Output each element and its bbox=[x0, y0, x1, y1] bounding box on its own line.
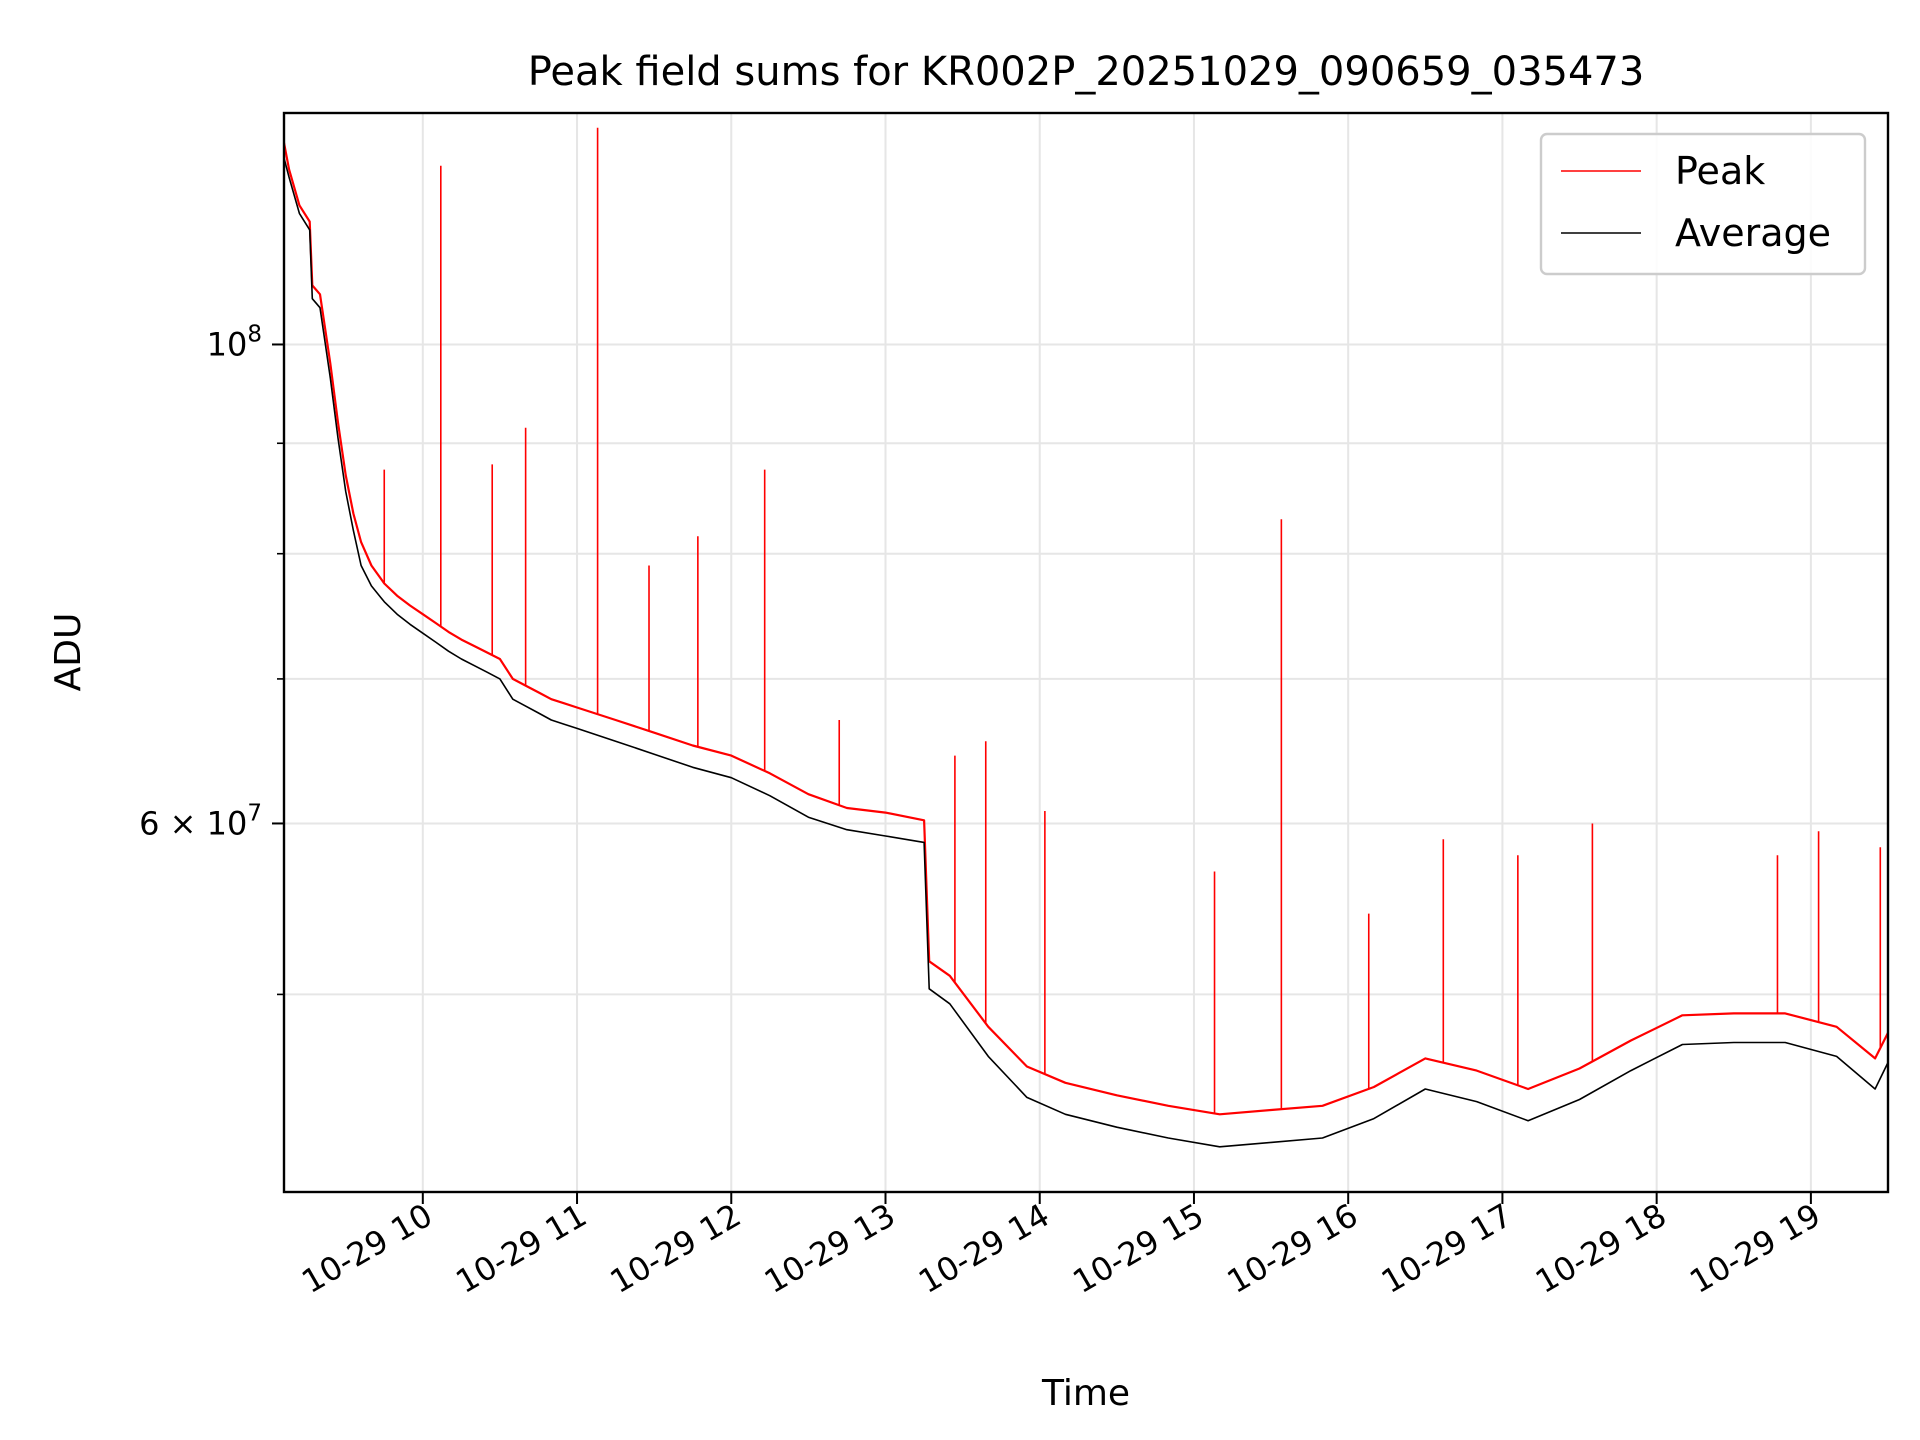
y-axis: 108 6 × 107 bbox=[139, 321, 284, 996]
y-tick-base: 10 bbox=[207, 325, 248, 363]
y-tick-exponent: 8 bbox=[247, 321, 262, 347]
legend: Peak Average bbox=[1539, 132, 1867, 276]
peak-series-line bbox=[282, 142, 1889, 1116]
legend-average-label: Average bbox=[1675, 211, 1831, 255]
x-axis-label: Time bbox=[1041, 1373, 1130, 1414]
y-tick-label: 108 bbox=[207, 321, 262, 363]
y-tick-exponent: 7 bbox=[247, 800, 262, 826]
y-tick-base: 6 × 10 bbox=[139, 804, 247, 842]
grid bbox=[284, 113, 1888, 1192]
average-series-line bbox=[283, 157, 1889, 1148]
y-axis-label: ADU bbox=[48, 613, 89, 692]
series-layer bbox=[282, 113, 1889, 1148]
chart-title: Peak field sums for KR002P_20251029_0906… bbox=[528, 49, 1645, 95]
plot-frame bbox=[282, 111, 1890, 1194]
y-tick-label: 6 × 107 bbox=[139, 800, 262, 842]
legend-peak-label: Peak bbox=[1675, 149, 1765, 193]
legend-box bbox=[1539, 132, 1867, 276]
